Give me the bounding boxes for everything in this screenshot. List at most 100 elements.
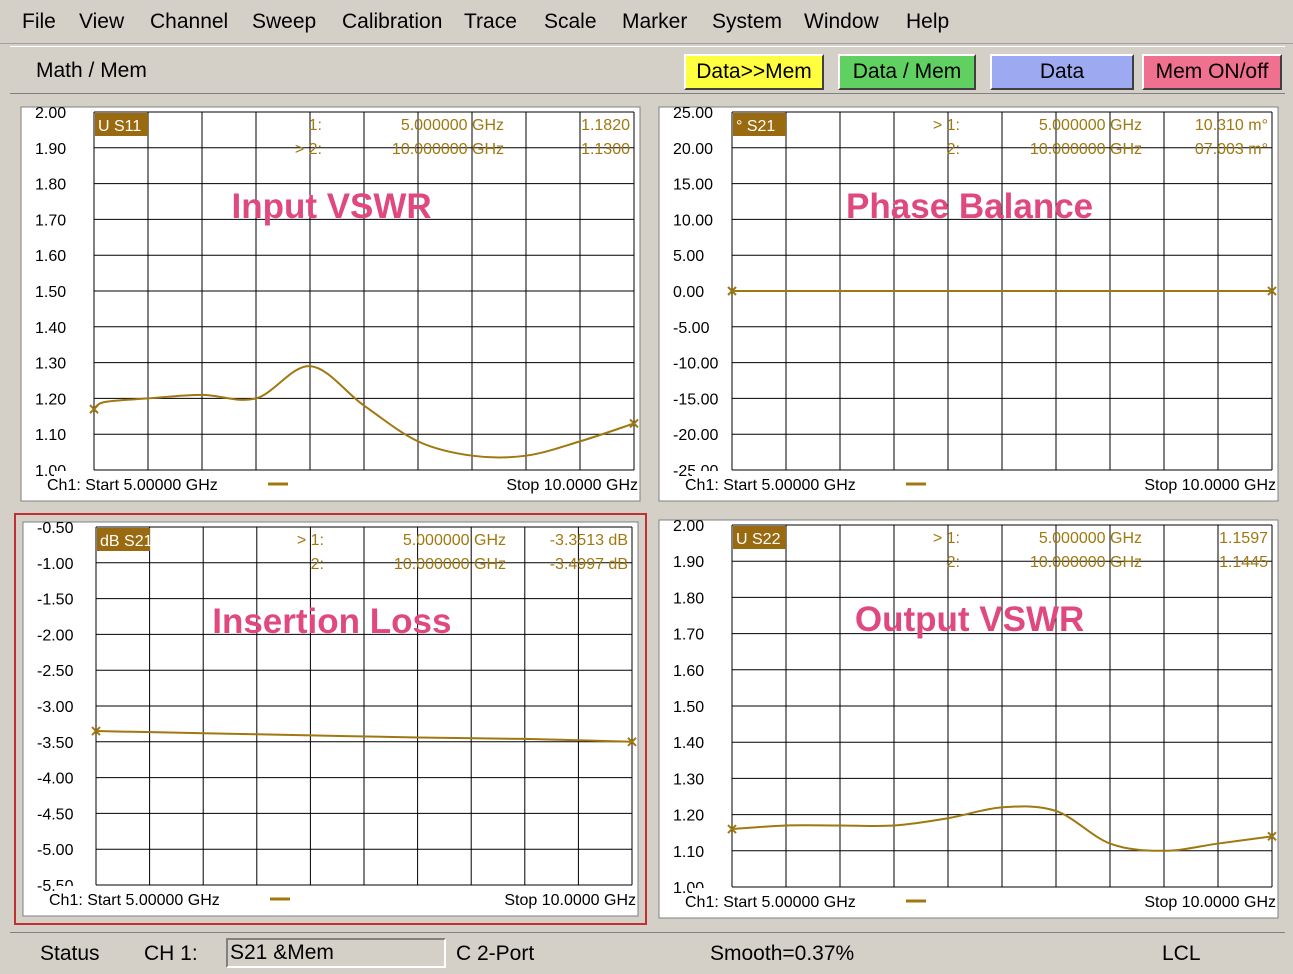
marker-id: > 1:: [297, 532, 324, 549]
trace-label[interactable]: dB S21: [100, 533, 153, 550]
marker-point-2[interactable]: [1267, 831, 1277, 842]
chart-overlay-title: Output VSWR: [855, 600, 1084, 639]
status-cal: C 2-Port: [456, 942, 535, 965]
menu-bar: File View Channel Sweep Calibration Trac…: [0, 0, 1293, 44]
menu-view[interactable]: View: [79, 10, 125, 33]
y-tick-label: 1.80: [673, 590, 704, 607]
toolbar-title: Math / Mem: [36, 59, 147, 82]
marker-value: -3.4997 dB: [550, 556, 628, 573]
menu-calibration[interactable]: Calibration: [342, 10, 443, 33]
marker-point-1[interactable]: [91, 726, 101, 736]
marker-frequency: 5.000000 GHz: [403, 532, 506, 549]
y-tick-label: 1.80: [35, 177, 66, 194]
chart-panel-input-vswr[interactable]: 2.00 1.90 1.80 1.70 1.60 1.50 1.40 1.30 1.20 1.10…: [14, 100, 647, 508]
chart-overlay-title: Insertion Loss: [212, 602, 451, 641]
chart-panel-insertion-loss[interactable]: -0.50 -1.00 -1.50 -2.00 -2.50 -3.00 -3.50 -4.00…: [14, 513, 647, 925]
mem-on-off-button[interactable]: Mem ON/off: [1142, 54, 1282, 90]
y-tick-label: -4.00: [37, 771, 74, 788]
trace-label[interactable]: U S22: [736, 531, 781, 548]
y-tick-label: 20.00: [673, 141, 713, 158]
y-tick-label: -5.00: [37, 842, 74, 859]
marker-value: 1.1445: [1219, 554, 1268, 571]
y-tick-label: 1.40: [673, 735, 704, 752]
data-to-mem-button[interactable]: Data>>Mem: [684, 54, 824, 90]
y-tick-label: 15.00: [673, 177, 713, 194]
marker-id: > 1:: [933, 117, 960, 134]
y-tick-label: 1.10: [673, 844, 704, 861]
y-tick-label: 10.00: [673, 212, 713, 229]
menu-trace[interactable]: Trace: [464, 10, 517, 33]
y-tick-label: 2.00: [35, 105, 66, 122]
marker-point-1[interactable]: [89, 404, 99, 414]
y-tick-label: -5.00: [673, 320, 710, 337]
y-tick-label: 1.70: [673, 627, 704, 644]
status-mode: LCL: [1162, 942, 1201, 965]
marker-point-1[interactable]: [727, 286, 737, 296]
status-label: Status: [40, 942, 100, 965]
sweep-stop-label: Stop 10.0000 GHz: [506, 477, 638, 494]
y-tick-label: -1.00: [37, 556, 74, 573]
marker-frequency: 10.000000 GHz: [394, 556, 506, 573]
menu-window[interactable]: Window: [804, 10, 879, 33]
y-tick-label: 2.00: [673, 518, 704, 535]
y-tick-label: -0.50: [37, 520, 74, 537]
menu-marker[interactable]: Marker: [622, 10, 688, 33]
menu-system[interactable]: System: [712, 10, 783, 33]
marker-value: 10.310 m°: [1195, 117, 1268, 134]
chart-overlay-title: Input VSWR: [231, 187, 431, 226]
marker-id: > 1:: [933, 530, 960, 547]
y-tick-label: 1.70: [35, 212, 66, 229]
status-smooth: Smooth=0.37%: [710, 942, 855, 965]
y-tick-label: -3.50: [37, 735, 74, 752]
y-tick-label: 5.00: [673, 248, 704, 265]
trace-label[interactable]: ° S21: [736, 118, 775, 135]
y-tick-label: 1.50: [673, 699, 704, 716]
status-trace-field: S21 &Mem: [226, 938, 446, 968]
status-bar: Status CH 1: S21 &Mem C 2-Port Smooth=0.…: [10, 932, 1285, 972]
trace-line: [731, 805, 1273, 852]
marker-value: 1.1300: [581, 141, 630, 158]
data-div-mem-button[interactable]: Data / Mem: [838, 54, 976, 90]
data-button[interactable]: Data: [990, 54, 1134, 90]
y-tick-label: 1.90: [673, 554, 704, 571]
grid: [93, 111, 635, 471]
marker-point-2[interactable]: [1267, 286, 1277, 296]
y-tick-label: 1.90: [35, 141, 66, 158]
menu-file[interactable]: File: [22, 10, 56, 33]
y-tick-label: 1.60: [35, 248, 66, 265]
chart-overlay-title: Phase Balance: [846, 187, 1093, 226]
trace-label[interactable]: U S11: [98, 118, 141, 135]
insertion-loss-svg: -0.50 -1.00 -1.50 -2.00 -2.50 -3.00 -3.50 -4.00…: [22, 520, 639, 917]
marker-frequency: 5.000000 GHz: [1039, 530, 1142, 547]
phase-balance-svg: 25.00 20.00 15.00 10.00 5.00 0.00 -5.00 -10.00 -…: [658, 105, 1279, 502]
marker-id: 2:: [311, 556, 324, 573]
chart-panel-phase-balance[interactable]: 25.00 20.00 15.00 10.00 5.00 0.00 -5.00 -10.00 -…: [652, 100, 1285, 508]
y-tick-label: 1.20: [35, 391, 66, 408]
y-tick-label: 1.60: [673, 663, 704, 680]
marker-frequency: 10.000000 GHz: [392, 141, 504, 158]
menu-scale[interactable]: Scale: [544, 10, 597, 33]
y-tick-label: -2.50: [37, 663, 74, 680]
marker-point-2[interactable]: [629, 418, 639, 429]
marker-point-1[interactable]: [727, 824, 737, 834]
marker-point-2[interactable]: [627, 737, 637, 747]
sweep-start-label: Ch1: Start 5.00000 GHz: [685, 477, 856, 494]
y-tick-label: 1.50: [35, 284, 66, 301]
output-vswr-svg: 2.00 1.90 1.80 1.70 1.60 1.50 1.40 1.30 1.20 1.10…: [658, 518, 1279, 919]
menu-channel[interactable]: Channel: [150, 10, 229, 33]
marker-frequency: 5.000000 GHz: [401, 117, 504, 134]
y-tick-label: 1.20: [673, 808, 704, 825]
y-tick-label: 0.00: [673, 284, 704, 301]
y-tick-label: 1.30: [35, 356, 66, 373]
chart-panel-output-vswr[interactable]: 2.00 1.90 1.80 1.70 1.60 1.50 1.40 1.30 1.20 1.10…: [652, 513, 1285, 925]
y-tick-label: 1.40: [35, 320, 66, 337]
menu-help[interactable]: Help: [906, 10, 950, 33]
marker-value: 1.1820: [581, 117, 630, 134]
marker-frequency: 10.000000 GHz: [1030, 141, 1142, 158]
marker-id: 2:: [947, 554, 960, 571]
menu-sweep[interactable]: Sweep: [252, 10, 317, 33]
y-tick-label: -10.00: [673, 356, 718, 373]
marker-value: 07.003 m°: [1195, 141, 1268, 158]
sweep-stop-label: Stop 10.0000 GHz: [1144, 477, 1276, 494]
sweep-start-label: Ch1: Start 5.00000 GHz: [49, 892, 220, 909]
